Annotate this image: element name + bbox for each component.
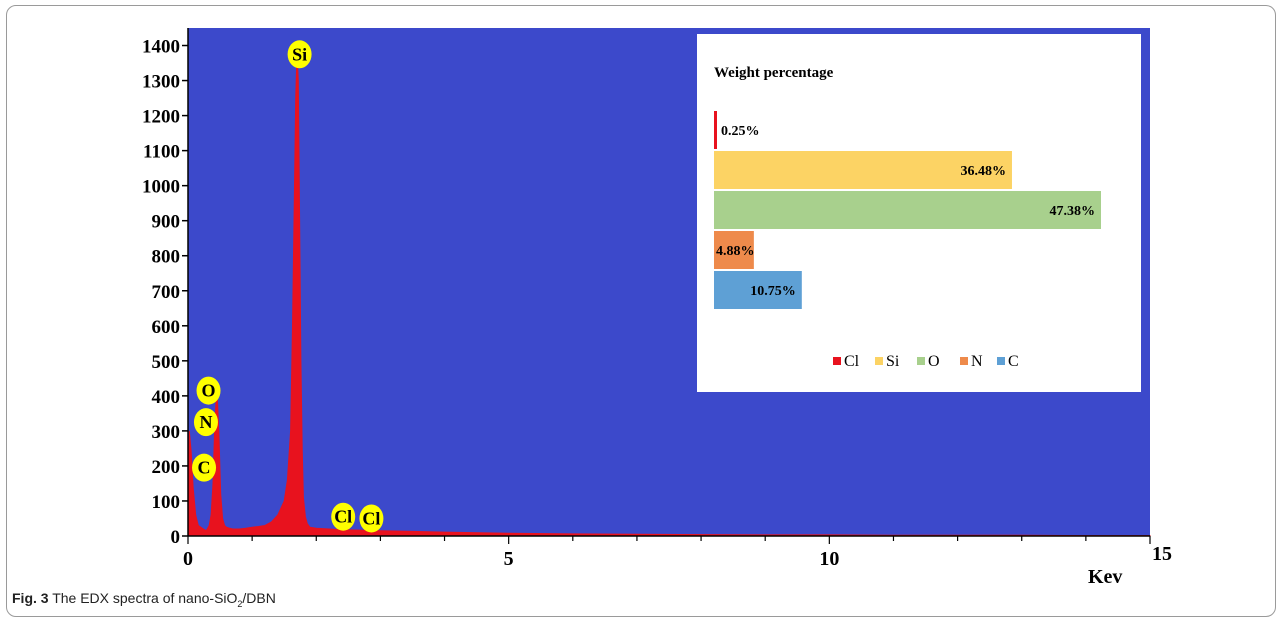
legend-swatch — [917, 357, 925, 365]
inset-title: Weight percentage — [714, 65, 834, 81]
figure-number: Fig. 3 — [12, 590, 49, 606]
weight-bar-c — [714, 271, 802, 309]
y-tick-label: 1000 — [142, 177, 180, 198]
x-tick-label: 0 — [183, 548, 193, 570]
peak-label: Cl — [359, 504, 384, 533]
peak-label-text: N — [199, 412, 212, 432]
y-tick-label: 400 — [152, 387, 181, 408]
weight-bar-label: 47.38% — [1050, 204, 1096, 219]
peak-label: O — [196, 376, 221, 405]
y-tick-label: 1200 — [142, 107, 180, 128]
peak-label: N — [193, 408, 218, 437]
legend-label: N — [971, 353, 983, 370]
weight-bar-label: 10.75% — [750, 284, 796, 299]
legend-label: Cl — [844, 353, 860, 370]
peak-label-text: C — [198, 458, 211, 478]
weight-bar-label: 4.88% — [716, 244, 755, 259]
y-tick-label: 700 — [152, 282, 181, 303]
x-axis-label: Kev — [1088, 566, 1122, 588]
caption-text: The EDX spectra of nano-SiO — [52, 590, 238, 606]
legend-swatch — [960, 357, 968, 365]
weight-bar-label: 0.25% — [721, 124, 760, 139]
legend-label: O — [928, 353, 940, 370]
inset-legend: Cl Si O N C — [833, 353, 1019, 370]
y-tick-label: 1400 — [142, 37, 180, 58]
y-tick-label: 1300 — [142, 72, 180, 93]
weight-percentage-inset: Weight percentage 0.25% 36.48% 47.38% 4.88%… — [697, 34, 1141, 392]
inset-bars: 0.25% 36.48% 47.38% 4.88% 10.75% — [714, 111, 1101, 309]
spectrum-area — [187, 52, 1151, 537]
x-tick-label: 5 — [504, 548, 514, 570]
y-tick-label: 100 — [152, 492, 181, 513]
peak-label-badge — [192, 453, 217, 482]
y-tick-label: 500 — [152, 352, 181, 373]
y-axis-ticks: 0 100 200 300 400 500 600 700 800 900 1000 1100 1200… — [142, 37, 188, 548]
weight-bar-cl — [714, 111, 717, 149]
peak-label-text: Cl — [334, 507, 352, 527]
weight-bar-n — [714, 231, 754, 269]
y-tick-label: 200 — [152, 457, 181, 478]
peak-label-badge — [196, 376, 221, 405]
peak-label: Cl — [331, 502, 356, 531]
peak-label-badge — [331, 502, 356, 531]
caption-text-end: /DBN — [242, 590, 276, 606]
weight-bar-si — [714, 151, 1012, 189]
legend-swatch — [875, 357, 883, 365]
y-tick-label: 600 — [152, 317, 181, 338]
weight-bar-o — [714, 191, 1101, 229]
peak-label-text: Si — [292, 44, 307, 64]
x-axis-ticks: 0 5 10 15 — [183, 536, 1172, 570]
y-tick-label: 1100 — [143, 142, 180, 163]
figure-caption: Fig. 3 The EDX spectra of nano-SiO2/DBN — [12, 590, 276, 609]
x-tick-label: 10 — [819, 548, 839, 570]
weight-bar-label: 36.48% — [960, 164, 1006, 179]
peak-label-badge — [359, 504, 384, 533]
legend-label: C — [1008, 353, 1019, 370]
legend-swatch — [997, 357, 1005, 365]
y-tick-label: 900 — [152, 212, 181, 233]
peak-label-badge — [193, 408, 218, 437]
y-tick-label: 300 — [152, 422, 181, 443]
legend-swatch — [833, 357, 841, 365]
y-tick-label: 0 — [171, 527, 181, 548]
y-tick-label: 800 — [152, 247, 181, 268]
peak-label-badge — [287, 40, 312, 69]
peak-label-text: O — [202, 381, 216, 401]
peak-labels: Si ON C Cl Cl — [192, 40, 384, 533]
legend-label: Si — [886, 353, 900, 370]
peak-label-text: Cl — [362, 508, 380, 528]
peak-label: Si — [287, 40, 312, 69]
x-tick-label: 15 — [1152, 543, 1172, 565]
peak-label: C — [192, 453, 217, 482]
caption-subscript: 2 — [237, 598, 243, 609]
